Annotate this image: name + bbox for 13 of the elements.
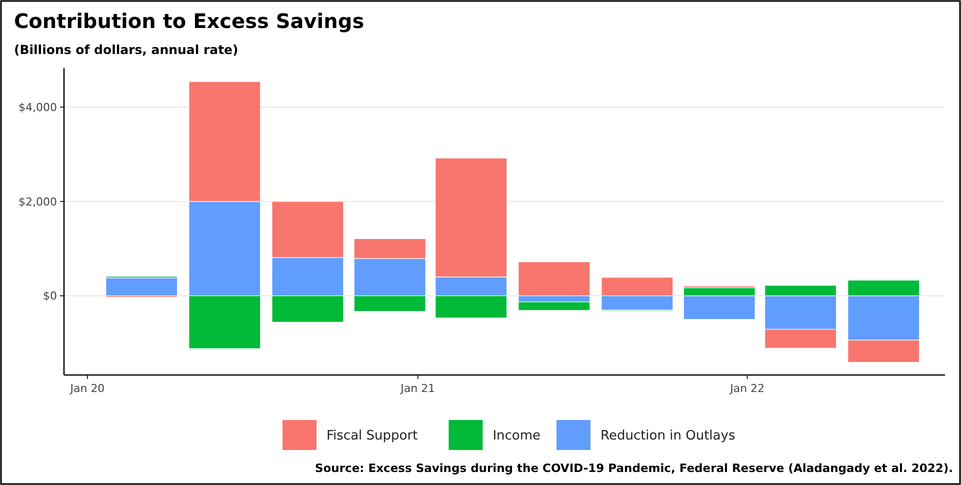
legend-label: Fiscal Support [326,428,418,444]
x-tick-label: Jan 20 [69,382,105,395]
legend-label: Income [492,428,541,444]
chart-title: Contribution to Excess Savings [14,9,364,33]
y-tick-label: $0 [43,290,57,303]
chart-subtitle: (Billions of dollars, annual rate) [14,42,238,57]
bar [106,278,178,296]
x-tick-label: Jan 21 [400,382,436,395]
y-tick-label: $2,000 [18,195,57,208]
y-tick-label: $4,000 [18,100,57,114]
legend-label: Reduction in Outlays [600,428,736,444]
source-note: Source: Excess Savings during the COVID-19 Pandemic, Federal Reserve (Aladangady et al. 2022). [314,461,953,475]
x-tick-label: Jan 22 [729,382,765,395]
